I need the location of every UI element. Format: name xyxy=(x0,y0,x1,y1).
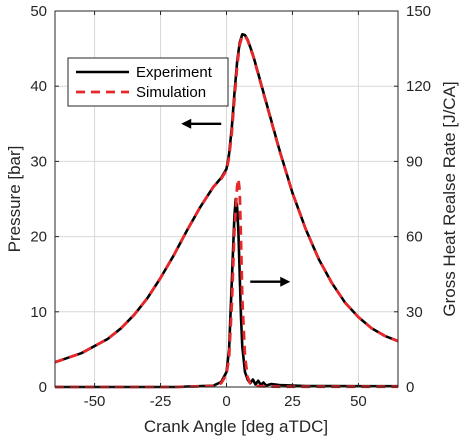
series-simulation-pressure xyxy=(54,34,399,364)
y-right-tick-label-5: 150 xyxy=(406,3,431,20)
series-simulation-heat-release xyxy=(55,177,398,389)
x-tick-label-4: 50 xyxy=(350,393,367,410)
x-tick-label-2: 0 xyxy=(222,393,230,410)
tick-layer: -50 -25 0 25 50 0 10 20 30 40 50 0 30 60 90 120 150 xyxy=(30,3,431,410)
arrow-left-0 xyxy=(181,118,222,129)
y-left-tick-label-2: 20 xyxy=(30,229,47,246)
y-left-tick-label-5: 50 xyxy=(30,3,47,20)
legend-label-experiment: Experiment xyxy=(136,64,213,81)
x-tick-label-1: -25 xyxy=(150,393,172,410)
arrow-right-1 xyxy=(250,276,291,287)
y-right-tick-label-0: 0 xyxy=(406,379,414,396)
y-right-tick-label-4: 120 xyxy=(406,78,431,95)
x-tick-label-0: -50 xyxy=(84,393,106,410)
legend: Experiment Simulation xyxy=(67,57,229,107)
arrow-head-1 xyxy=(280,276,291,287)
legend-box xyxy=(67,57,229,107)
y-right-tick-label-3: 90 xyxy=(406,153,423,170)
y-axis-left-title: Pressure [bar] xyxy=(5,146,24,253)
y-left-tick-label-3: 30 xyxy=(30,153,47,170)
x-axis-title: Crank Angle [deg aTDC] xyxy=(144,417,328,436)
y-axis-right-title: Gross Heat Realse Rate [J/CA] xyxy=(440,81,459,316)
y-right-tick-label-1: 30 xyxy=(406,304,423,321)
y-left-tick-label-1: 10 xyxy=(30,304,47,321)
y-left-tick-label-4: 40 xyxy=(30,78,47,95)
legend-label-simulation: Simulation xyxy=(136,84,206,101)
series-layer xyxy=(54,32,399,389)
y-right-tick-label-2: 60 xyxy=(406,229,423,246)
arrow-head-0 xyxy=(181,118,192,129)
annotation-layer xyxy=(181,118,291,287)
y-left-tick-label-0: 0 xyxy=(39,379,47,396)
x-tick-label-3: 25 xyxy=(284,393,301,410)
